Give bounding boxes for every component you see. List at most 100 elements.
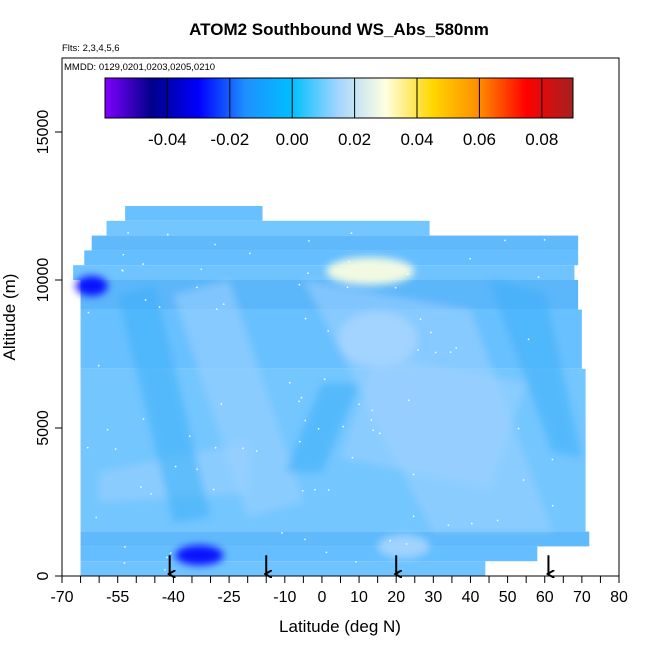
y-tick-label: 0	[35, 571, 52, 580]
speckle-dot	[166, 233, 169, 236]
speckle-dot	[314, 488, 316, 491]
speckle-dot	[222, 303, 225, 306]
speckle-dot	[304, 317, 307, 320]
x-tick-label: 0	[317, 589, 326, 606]
speckle-dot	[522, 479, 525, 481]
speckle-dot	[304, 419, 307, 422]
speckle-dot	[470, 522, 473, 525]
speckle-dot	[412, 515, 415, 518]
colorbar-tick-label: 0.06	[463, 130, 496, 149]
field-streak-dark	[489, 280, 582, 458]
altitude-band	[80, 546, 538, 562]
field-streak	[340, 354, 527, 488]
speckle-dot	[298, 440, 301, 443]
speckle-dot	[327, 329, 330, 332]
speckle-dot	[124, 545, 126, 548]
altitude-band	[80, 531, 590, 547]
speckle-dot	[200, 268, 203, 271]
colorbar-bar	[104, 77, 574, 119]
speckle-dot	[242, 447, 244, 450]
speckle-dot	[389, 539, 392, 542]
speckle-dot	[158, 306, 161, 308]
altitude-band	[91, 235, 579, 251]
x-axis-ticks: -70 -55 -40 -25 -10 0 10 20 30 40 50 60 70 80	[50, 576, 628, 606]
x-axis-label: Latitude (deg N)	[279, 617, 401, 636]
speckle-dot	[123, 562, 126, 564]
y-axis-label: Altitude (m)	[0, 274, 19, 361]
colorbar-ticks: -0.04 -0.02 0.00 0.02 0.04 0.06 0.08	[148, 78, 558, 149]
speckle-dot	[350, 232, 353, 235]
speckle-dot	[348, 260, 350, 263]
speckle-dot	[455, 346, 458, 349]
colorbar-tick-label: 0.04	[400, 130, 433, 149]
field-feature	[337, 311, 418, 368]
y-tick-label: 10000	[35, 258, 52, 303]
speckle-dot	[255, 450, 258, 452]
latitude-arrows	[170, 555, 549, 574]
speckle-dot	[97, 364, 100, 367]
x-tick-label: -10	[273, 589, 296, 606]
plot-area	[73, 206, 590, 576]
altitude-band	[106, 220, 430, 236]
field-feature	[75, 275, 108, 296]
speckle-dot	[449, 351, 452, 354]
speckle-dot	[215, 308, 218, 311]
dates-label: MMDD: 0129,0201,0203,0205,0210	[64, 62, 215, 73]
speckle-dot	[323, 378, 326, 381]
altitude-band	[84, 250, 579, 266]
speckle-dot	[407, 273, 409, 275]
y-tick-label: 5000	[35, 410, 52, 446]
speckle-dot	[301, 490, 304, 492]
y-axis-ticks: 0 5000 10000 15000	[35, 110, 62, 580]
chart-title: ATOM2 Southbound WS_Abs_580nm	[189, 20, 489, 39]
colorbar-tick-label: -0.04	[148, 130, 187, 149]
speckle-dot	[174, 465, 177, 468]
speckle-dot	[196, 286, 198, 289]
speckle-dot	[188, 435, 191, 438]
speckle-dot	[114, 448, 117, 450]
speckle-dot	[214, 243, 216, 246]
speckle-dot	[447, 524, 450, 527]
x-tick-label: 30	[424, 589, 442, 606]
speckle-dot	[248, 252, 251, 255]
speckle-dot	[517, 427, 520, 430]
colorbar-tick-label: -0.02	[210, 130, 249, 149]
field-streak-dark	[117, 285, 211, 523]
y-tick-label: 15000	[35, 110, 52, 155]
speckle-dot	[300, 396, 303, 399]
speckle-dot	[106, 428, 109, 431]
speckle-dot	[370, 419, 373, 421]
speckle-dot	[351, 456, 354, 459]
x-tick-label: -70	[50, 589, 73, 606]
x-tick-label: 20	[387, 589, 405, 606]
speckle-dot	[288, 381, 291, 384]
speckle-dot	[95, 516, 98, 519]
field-feature	[377, 534, 430, 559]
data-features	[75, 257, 582, 566]
speckle-dot	[212, 488, 215, 491]
speckle-dot	[304, 538, 306, 541]
speckle-dot	[496, 519, 499, 522]
x-tick-label: 70	[573, 589, 591, 606]
speckle-dot	[144, 299, 147, 301]
speckle-dot	[378, 432, 381, 435]
speckle-dot	[325, 551, 328, 554]
altitude-band	[125, 206, 263, 221]
speckle-dot	[371, 409, 374, 412]
speckle-dot	[469, 257, 472, 260]
speckle-dot	[551, 458, 554, 461]
altitude-band	[80, 561, 486, 576]
speckle-dot	[127, 231, 130, 234]
speckle-dot	[342, 425, 345, 428]
x-tick-label: 60	[536, 589, 554, 606]
speckle-dot	[504, 239, 506, 242]
speckle-dot	[417, 348, 419, 351]
speckle-dot	[298, 283, 301, 286]
colorbar-tick-label: 0.00	[276, 130, 309, 149]
speckle-dot	[527, 338, 530, 341]
colorbar-tick-label: 0.08	[525, 130, 558, 149]
x-tick-label: -40	[162, 589, 185, 606]
speckle-dot	[358, 403, 360, 406]
speckle-dot	[142, 417, 145, 420]
